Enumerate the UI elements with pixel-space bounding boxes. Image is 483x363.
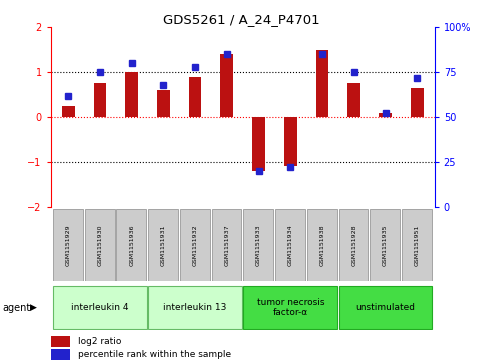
Bar [180,209,210,281]
Text: GSM1151951: GSM1151951 [415,224,420,266]
Text: unstimulated: unstimulated [355,303,415,312]
Text: GSM1151933: GSM1151933 [256,224,261,266]
Text: GSM1151934: GSM1151934 [288,224,293,266]
Bar [148,286,242,329]
Text: GSM1151937: GSM1151937 [224,224,229,266]
Bar [347,83,360,117]
Bar [148,209,178,281]
Bar [411,88,424,117]
Bar [379,113,392,117]
Text: tumor necrosis
factor-α: tumor necrosis factor-α [256,298,324,317]
Text: GSM1151931: GSM1151931 [161,224,166,266]
Text: interleukin 13: interleukin 13 [163,303,227,312]
Text: GSM1151928: GSM1151928 [351,224,356,266]
Bar [53,209,83,281]
Bar [307,209,337,281]
Bar [275,209,305,281]
Text: GSM1151930: GSM1151930 [98,224,102,266]
Bar [370,209,400,281]
Text: interleukin 4: interleukin 4 [71,303,128,312]
Bar [85,209,114,281]
Bar [316,50,328,117]
Bar [53,286,147,329]
Bar [339,286,432,329]
Text: GSM1151929: GSM1151929 [66,224,71,266]
Bar [51,349,70,360]
Bar [94,83,106,117]
Bar [243,209,273,281]
Bar [212,209,242,281]
Bar [284,117,297,167]
Text: log2 ratio: log2 ratio [78,337,121,346]
Text: ▶: ▶ [30,303,37,312]
Bar [62,106,74,117]
Text: GSM1151932: GSM1151932 [193,224,198,266]
Bar [402,209,432,281]
Text: GDS5261 / A_24_P4701: GDS5261 / A_24_P4701 [163,13,320,26]
Bar [157,90,170,117]
Bar [221,54,233,117]
Bar [125,72,138,117]
Text: GSM1151935: GSM1151935 [383,224,388,266]
Bar [339,209,369,281]
Text: GSM1151938: GSM1151938 [320,224,325,266]
Bar [51,336,70,347]
Bar [243,286,337,329]
Text: GSM1151936: GSM1151936 [129,224,134,266]
Bar [116,209,146,281]
Bar [189,77,201,117]
Text: percentile rank within the sample: percentile rank within the sample [78,350,231,359]
Text: agent: agent [2,303,30,313]
Bar [252,117,265,171]
